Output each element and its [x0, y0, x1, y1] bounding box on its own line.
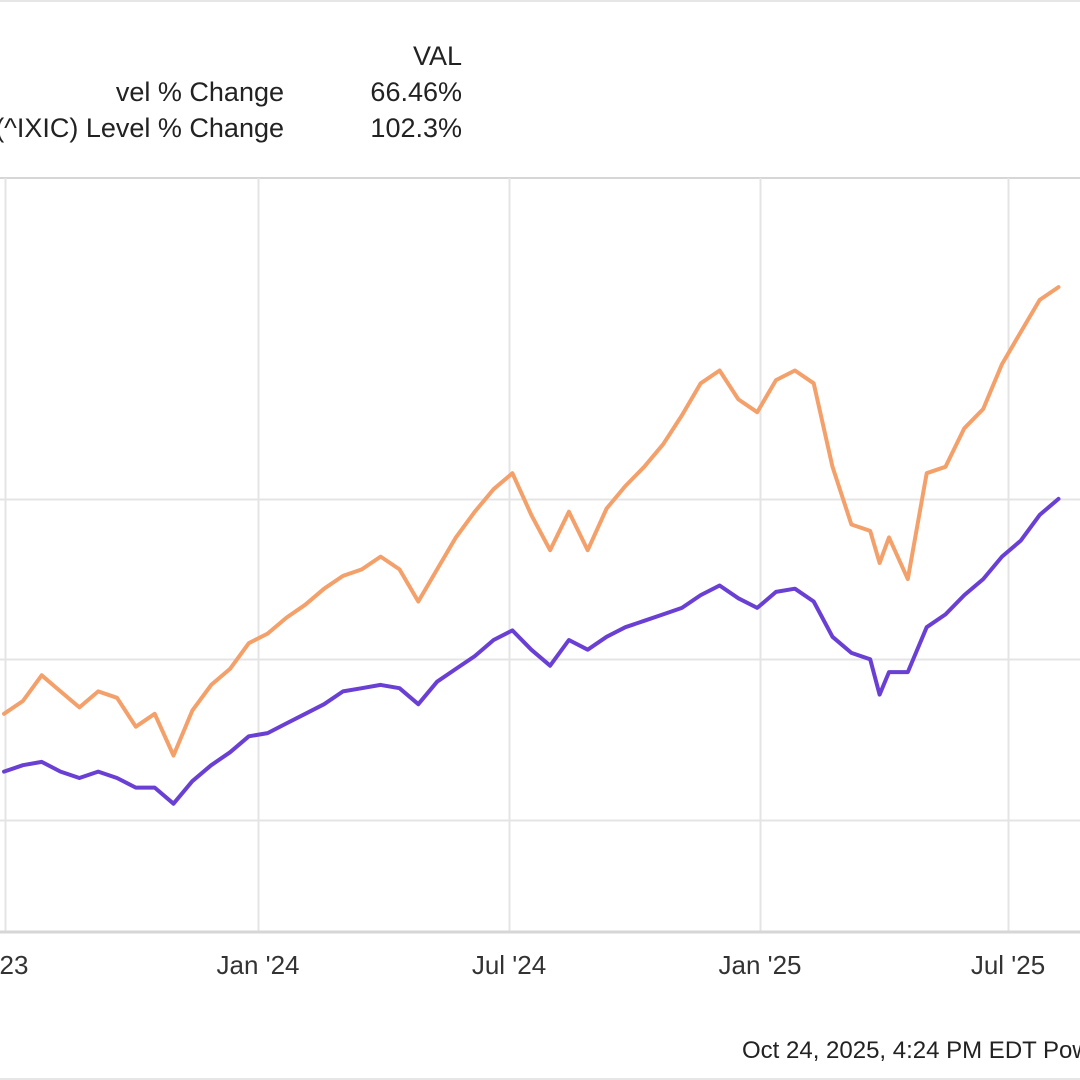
legend-value: 66.46%: [370, 77, 462, 107]
x-tick-label: Jul '25: [971, 950, 1045, 980]
footer: Oct 24, 2025, 4:24 PM EDT Powe: [0, 1037, 1080, 1071]
legend-row-series-2: (^IXIC) Level % Change 102.3%: [0, 110, 470, 146]
x-tick-label: Jan '25: [718, 950, 801, 980]
legend-value-header: VAL: [412, 41, 462, 71]
line-chart: l '23 Jan '24 Jul '24 Jan '25 Jul '25: [0, 177, 1080, 980]
series-line-2: [2, 496, 1061, 806]
legend-value: 102.3%: [370, 113, 462, 143]
x-tick-label: Jul '24: [472, 950, 546, 980]
series-line-1: [2, 285, 1061, 758]
footer-timestamp: Oct 24, 2025, 4:24 PM EDT Powe: [742, 1037, 1080, 1064]
legend-label: (^IXIC) Level % Change: [0, 113, 284, 143]
x-tick-label: l '23: [0, 950, 28, 980]
legend-label: vel % Change: [115, 77, 284, 107]
x-tick-label: Jan '24: [216, 950, 299, 980]
legend-row-series-1: vel % Change 66.46%: [0, 74, 470, 110]
